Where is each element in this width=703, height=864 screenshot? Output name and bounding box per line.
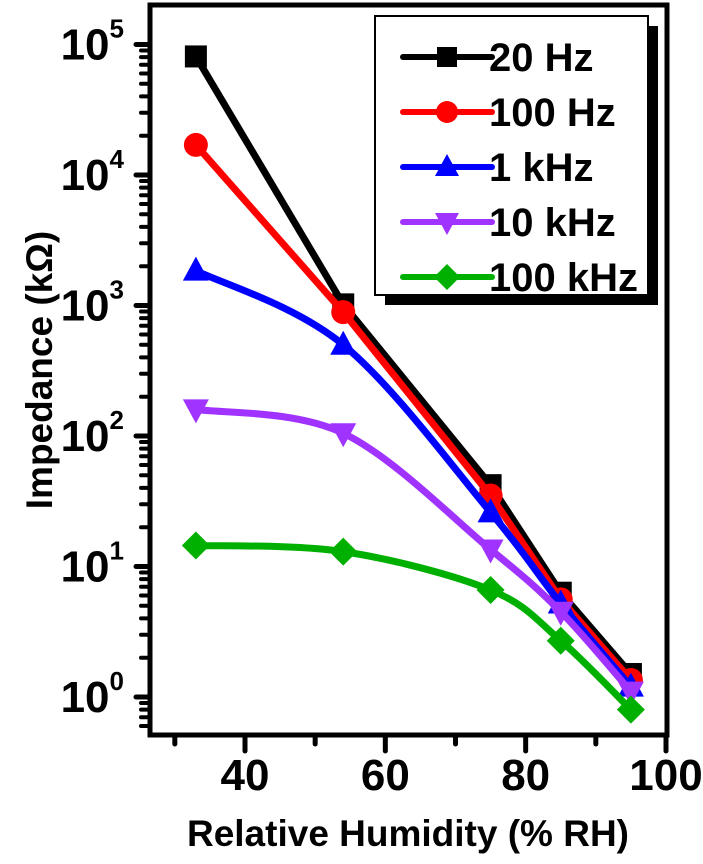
legend-marker-square — [437, 47, 457, 67]
series-line-1-khz — [194, 267, 634, 689]
y-axis: 100 101 102 103 104 105 — [61, 14, 153, 728]
legend-marker-diamond — [434, 264, 460, 290]
legend-item-1-khz: 1 kHz — [400, 146, 594, 190]
data-point-10-khz — [547, 601, 574, 626]
data-point-100-khz — [616, 695, 645, 724]
data-point-100-hz — [183, 132, 208, 157]
data-point-10-khz — [617, 681, 644, 706]
legend: 20 Hz 100 Hz 1 kHz 10 kHz 100 kHz — [374, 15, 658, 305]
data-point-1-khz — [330, 330, 357, 355]
x-tick-label: 40 — [221, 751, 270, 800]
legend-label: 1 kHz — [489, 146, 594, 190]
series-line-10-khz — [195, 405, 634, 694]
legend-label: 100 Hz — [489, 91, 616, 135]
data-point-10-khz — [330, 423, 357, 448]
series-layer — [181, 45, 645, 724]
series-100-hz — [183, 132, 643, 692]
x-tick-label: 80 — [501, 751, 550, 800]
legend-marker-triangle-up — [435, 154, 459, 176]
legend-label: 20 Hz — [489, 36, 594, 80]
y-tick-label: 100 — [61, 666, 124, 722]
y-tick-label: 105 — [61, 14, 124, 70]
plot-frame — [147, 2, 670, 738]
y-tick-label: 103 — [61, 275, 124, 331]
x-axis: 40 60 80 100 — [172, 732, 703, 800]
data-point-1-khz — [182, 256, 209, 281]
data-point-10-khz — [182, 399, 209, 424]
legend-item-10-khz: 10 kHz — [400, 201, 616, 245]
legend-marker-circle — [436, 101, 458, 123]
y-tick-label: 102 — [61, 405, 124, 461]
data-point-1-khz — [477, 498, 504, 523]
data-point-100-hz — [331, 300, 356, 325]
legend-item-100-hz: 100 Hz — [400, 91, 616, 135]
data-point-20-hz — [184, 45, 207, 68]
legend-item-20-hz: 20 Hz — [400, 36, 594, 80]
data-point-100-khz — [476, 576, 505, 605]
x-tick-label: 100 — [629, 751, 702, 800]
legend-label: 100 kHz — [489, 256, 638, 300]
series-100-khz — [181, 531, 645, 724]
y-tick-label: 104 — [61, 144, 125, 200]
data-point-100-khz — [329, 537, 358, 566]
series-line-100-khz — [195, 541, 634, 713]
x-axis-label: Relative Humidity (% RH) — [187, 813, 629, 854]
y-tick-label: 101 — [61, 536, 124, 592]
y-axis-label: Impedance (kΩ) — [19, 231, 60, 509]
data-point-100-khz — [181, 531, 210, 560]
legend-label: 10 kHz — [489, 201, 616, 245]
legend-item-100-khz: 100 kHz — [400, 256, 638, 300]
series-10-khz — [182, 399, 644, 706]
legend-marker-triangle-down — [435, 213, 459, 235]
legend-box — [374, 15, 649, 296]
plot-border — [147, 2, 670, 738]
x-tick-label: 60 — [361, 751, 410, 800]
data-point-100-khz — [546, 626, 575, 655]
data-point-10-khz — [477, 539, 504, 564]
